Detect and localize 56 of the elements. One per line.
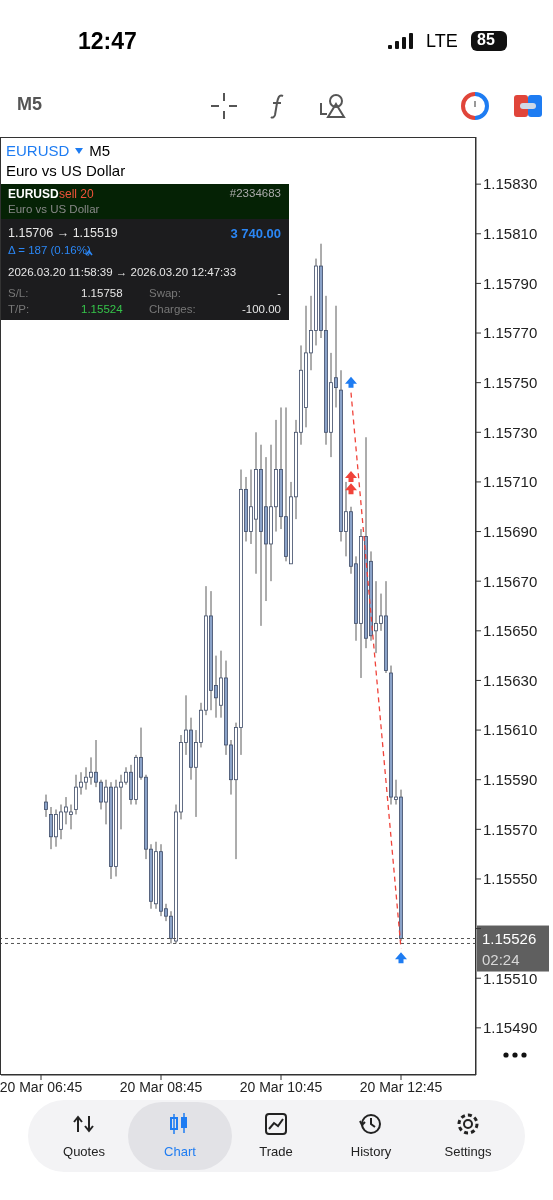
annotation: -100.00	[241, 303, 281, 315]
text: M5	[17, 94, 43, 115]
text: 12:47	[78, 28, 137, 55]
annotation: #2334683	[229, 187, 281, 199]
point	[345, 376, 357, 388]
y-tick-label: 1.15750	[483, 373, 538, 391]
x-tick-label: 20 Mar 06:45	[0, 1078, 83, 1095]
text: History	[349, 1144, 393, 1159]
text: Quotes	[62, 1144, 106, 1159]
text: LTE	[426, 31, 458, 52]
annotation: 1.15758	[81, 287, 123, 299]
annotation: Charges:	[149, 303, 196, 315]
annotation: sell 20	[59, 187, 94, 201]
chart-title: EURUSD	[6, 142, 70, 159]
annotation: EURUSD	[8, 187, 59, 201]
y-tick-label: 1.15810	[483, 225, 538, 243]
y-tick-label: 1.15510	[483, 969, 538, 987]
y-tick-label: 1.15590	[483, 771, 538, 789]
text: 02:24	[482, 950, 520, 968]
text: Euro vs US Dollar	[6, 161, 126, 181]
text: Settings	[443, 1144, 493, 1159]
x-tick-label: 20 Mar 08:45	[119, 1078, 203, 1095]
annotation: 3 740.00	[230, 226, 281, 241]
x-tick-label: 20 Mar 12:45	[359, 1078, 443, 1095]
annotation: -	[277, 287, 281, 299]
y-tick-label: 1.15770	[483, 324, 538, 342]
y-tick-label: 1.15690	[483, 522, 538, 540]
ref-line-label: 1.15526	[482, 929, 537, 947]
text: Trade	[258, 1144, 294, 1159]
x-tick-label: 20 Mar 10:45	[239, 1078, 323, 1095]
annotation: 1.15524	[81, 303, 123, 315]
annotation: 2026.03.20 11:58:39 → 2026.03.20 12:47:33	[8, 266, 237, 278]
text: Chart	[163, 1144, 197, 1159]
y-tick-label: 1.15490	[483, 1019, 538, 1037]
annotation: 1.15706 → 1.15519	[8, 226, 118, 240]
y-tick-label: 1.15670	[483, 572, 538, 590]
annotation: M5	[89, 142, 111, 159]
point	[345, 470, 357, 482]
annotation: T/P:	[8, 303, 30, 315]
point	[345, 483, 357, 495]
y-tick-label: 1.15610	[483, 721, 538, 739]
y-tick-label: 1.15790	[483, 274, 538, 292]
y-tick-label: 1.15650	[483, 622, 538, 640]
candlestick	[44, 794, 48, 818]
point	[395, 952, 407, 964]
y-tick-label: 1.15550	[483, 870, 538, 888]
y-tick-label: 1.15710	[483, 473, 538, 491]
annotation: S/L:	[8, 287, 29, 299]
annotation: Δ = 187 (0.16%)	[8, 244, 91, 256]
y-tick-label: 1.15570	[483, 820, 538, 838]
annotation: Swap:	[149, 287, 181, 299]
y-tick-label: 1.15730	[483, 423, 538, 441]
text: 85	[477, 31, 495, 49]
y-tick-label: 1.15830	[483, 175, 538, 193]
annotation: Euro vs US Dollar	[8, 203, 100, 215]
y-tick-label: 1.15630	[483, 671, 538, 689]
